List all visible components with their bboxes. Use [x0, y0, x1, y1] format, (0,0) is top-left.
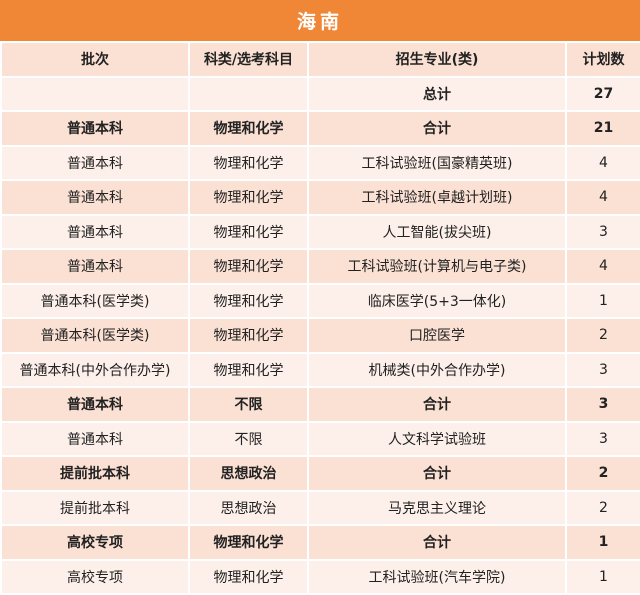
header-cell: 招生专业(类): [307, 41, 567, 78]
header-row: 批次 科类/选考科目 招生专业(类) 计划数: [0, 41, 640, 78]
table-cell: 思想政治: [188, 455, 309, 492]
table-cell: 3: [565, 386, 640, 423]
table-cell: 物理和化学: [188, 110, 309, 147]
table-cell: 物理和化学: [188, 558, 309, 595]
table-row: 高校专项 物理和化学 工科试验班(汽车学院) 1: [0, 558, 640, 595]
table-cell: 口腔医学: [307, 317, 567, 354]
table-cell: 3: [565, 213, 640, 250]
table: 批次 科类/选考科目 招生专业(类) 计划数 总计 27 普通本科 物理和化学 合计 21 普通本科…: [0, 41, 640, 595]
table-cell: [0, 75, 190, 112]
table-cell: 工科试验班(卓越计划班): [307, 179, 567, 216]
table-cell: 3: [565, 420, 640, 457]
table-row: 普通本科 不限 合计 3: [0, 386, 640, 423]
table-cell: 工科试验班(计算机与电子类): [307, 248, 567, 285]
table-cell: 不限: [188, 386, 309, 423]
table-cell: 思想政治: [188, 489, 309, 526]
table-cell: 合计: [307, 110, 567, 147]
table-cell: 人文科学试验班: [307, 420, 567, 457]
table-cell: 普通本科: [0, 110, 190, 147]
table-cell: 1: [565, 282, 640, 319]
table-cell: 普通本科(医学类): [0, 317, 190, 354]
table-row: 普通本科(医学类) 物理和化学 临床医学(5+3一体化) 1: [0, 282, 640, 319]
table-row: 普通本科 物理和化学 合计 21: [0, 110, 640, 147]
table-row: 普通本科 不限 人文科学试验班 3: [0, 420, 640, 457]
table-cell: 2: [565, 317, 640, 354]
table-cell: [188, 75, 309, 112]
table-cell: 4: [565, 144, 640, 181]
table-cell: 提前批本科: [0, 455, 190, 492]
table-cell: 普通本科(中外合作办学): [0, 351, 190, 388]
table-cell: 合计: [307, 386, 567, 423]
table-cell: 4: [565, 248, 640, 285]
table-cell: 物理和化学: [188, 524, 309, 561]
header-cell: 批次: [0, 41, 190, 78]
table-cell: 4: [565, 179, 640, 216]
table-cell: 物理和化学: [188, 213, 309, 250]
table-cell: 人工智能(拔尖班): [307, 213, 567, 250]
table-row: 普通本科 物理和化学 工科试验班(计算机与电子类) 4: [0, 248, 640, 285]
table-row: 普通本科(医学类) 物理和化学 口腔医学 2: [0, 317, 640, 354]
table-row: 普通本科 物理和化学 工科试验班(国豪精英班) 4: [0, 144, 640, 181]
table-cell: 普通本科: [0, 144, 190, 181]
table-cell: 1: [565, 524, 640, 561]
table-cell: 临床医学(5+3一体化): [307, 282, 567, 319]
table-cell: 工科试验班(国豪精英班): [307, 144, 567, 181]
table-cell: 普通本科: [0, 179, 190, 216]
table-cell: 工科试验班(汽车学院): [307, 558, 567, 595]
table-title: 海南: [0, 0, 640, 41]
table-cell: 物理和化学: [188, 351, 309, 388]
table-cell: 21: [565, 110, 640, 147]
table-cell: 合计: [307, 524, 567, 561]
table-cell: 普通本科: [0, 213, 190, 250]
table-cell: 总计: [307, 75, 567, 112]
table-cell: 提前批本科: [0, 489, 190, 526]
table-cell: 2: [565, 455, 640, 492]
table-cell: 普通本科: [0, 248, 190, 285]
table-cell: 1: [565, 558, 640, 595]
table-cell: 不限: [188, 420, 309, 457]
table-cell: 物理和化学: [188, 179, 309, 216]
table-row: 提前批本科 思想政治 合计 2: [0, 455, 640, 492]
table-cell: 物理和化学: [188, 282, 309, 319]
table-cell: 普通本科: [0, 386, 190, 423]
table-cell: 高校专项: [0, 524, 190, 561]
table-cell: 3: [565, 351, 640, 388]
table-row: 提前批本科 思想政治 马克思主义理论 2: [0, 489, 640, 526]
table-row: 普通本科 物理和化学 人工智能(拔尖班) 3: [0, 213, 640, 250]
table-cell: 高校专项: [0, 558, 190, 595]
header-cell: 计划数: [565, 41, 640, 78]
table-row: 普通本科 物理和化学 工科试验班(卓越计划班) 4: [0, 179, 640, 216]
table-cell: 物理和化学: [188, 317, 309, 354]
table-cell: 27: [565, 75, 640, 112]
table-row: 高校专项 物理和化学 合计 1: [0, 524, 640, 561]
header-cell: 科类/选考科目: [188, 41, 309, 78]
table-cell: 马克思主义理论: [307, 489, 567, 526]
table-cell: 普通本科(医学类): [0, 282, 190, 319]
table-cell: 合计: [307, 455, 567, 492]
table-cell: 物理和化学: [188, 248, 309, 285]
table-cell: 机械类(中外合作办学): [307, 351, 567, 388]
table-cell: 普通本科: [0, 420, 190, 457]
table-row: 总计 27: [0, 75, 640, 112]
table-cell: 物理和化学: [188, 144, 309, 181]
table-row: 普通本科(中外合作办学) 物理和化学 机械类(中外合作办学) 3: [0, 351, 640, 388]
table-cell: 2: [565, 489, 640, 526]
